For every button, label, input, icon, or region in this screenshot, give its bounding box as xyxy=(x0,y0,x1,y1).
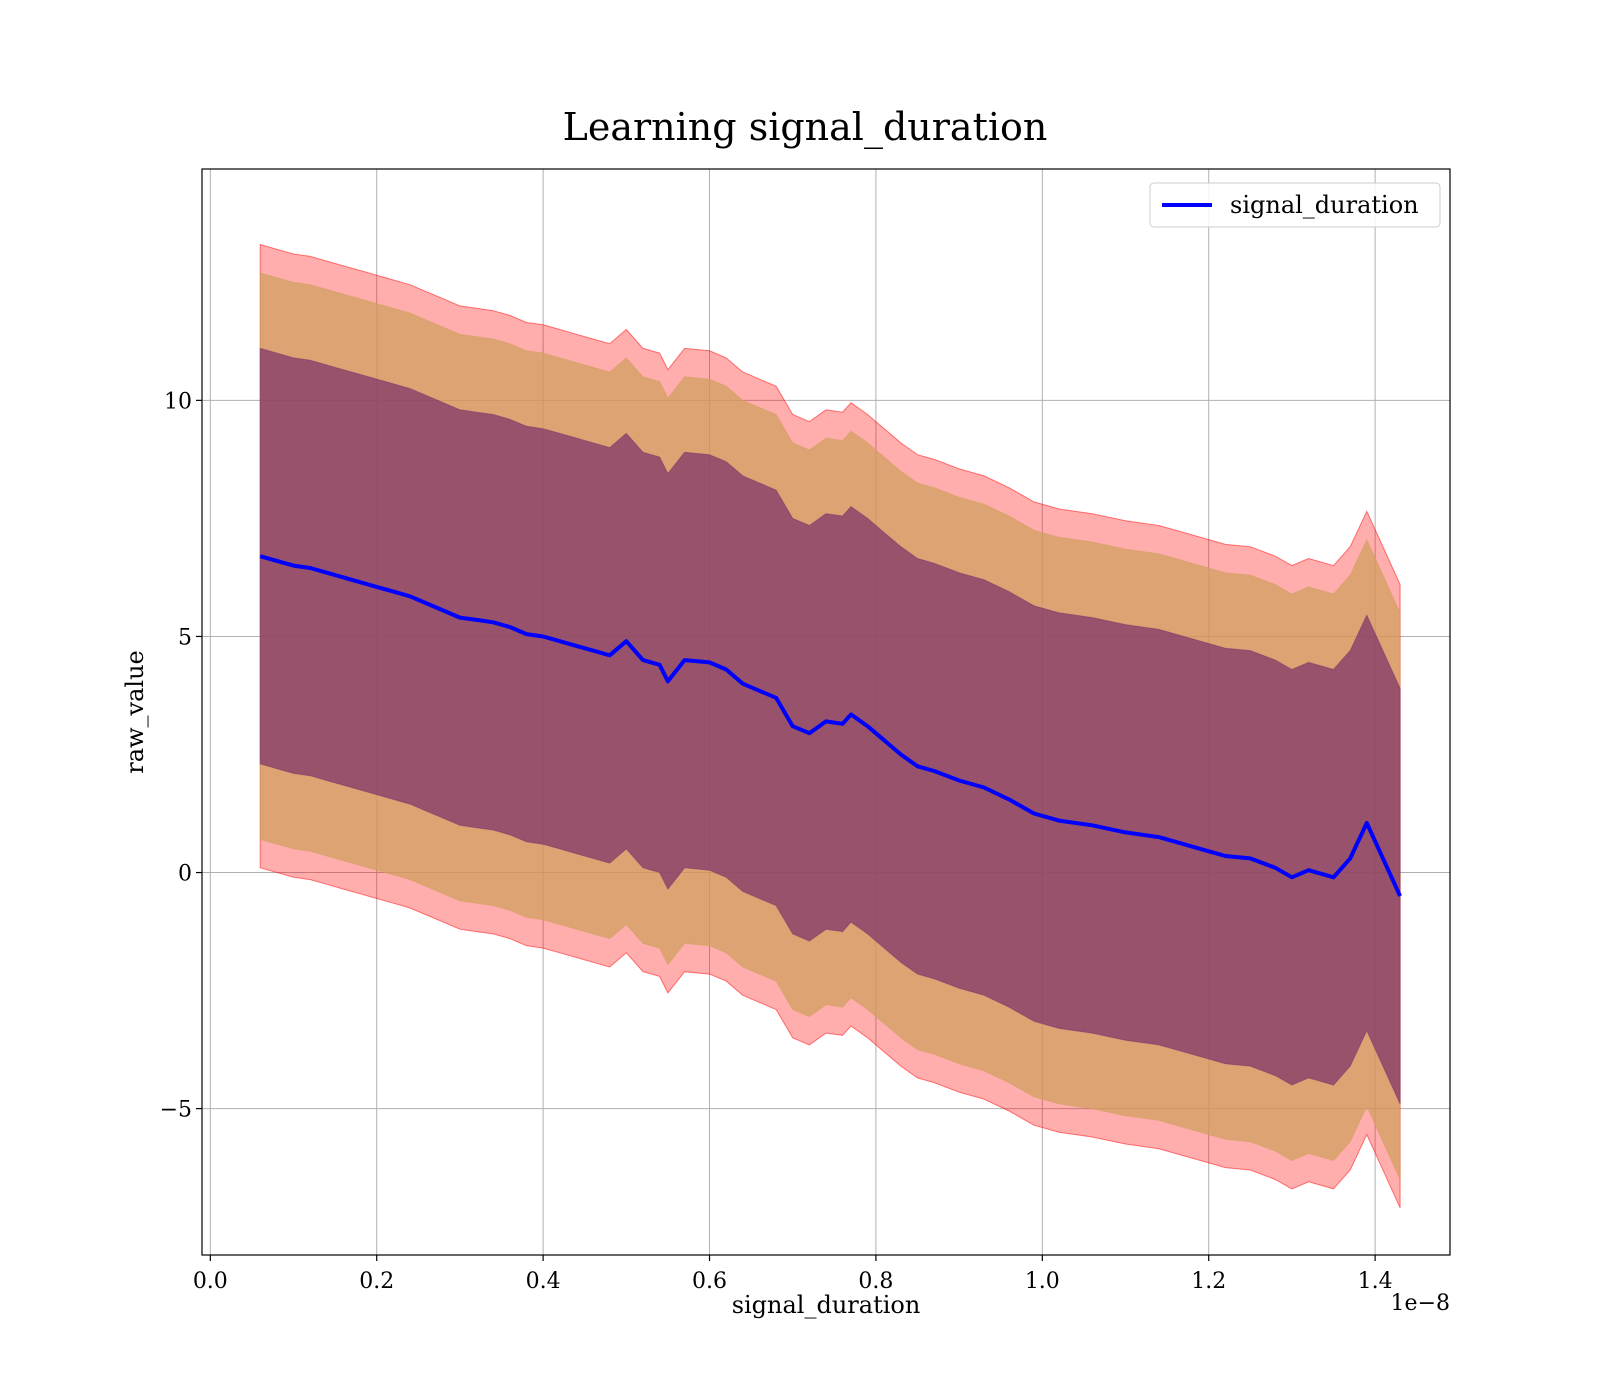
x-tick-label: 0.6 xyxy=(692,1269,727,1294)
x-tick-label: 0.2 xyxy=(359,1269,394,1294)
confidence-bands xyxy=(259,243,1401,1209)
legend-box xyxy=(1149,182,1441,228)
series-line-signal-duration xyxy=(259,554,1402,897)
x-tick-label: 1.0 xyxy=(1025,1269,1060,1294)
y-tick-label: 5 xyxy=(178,625,192,650)
y-tick-label: 0 xyxy=(178,862,192,887)
x-tick-label: 0.0 xyxy=(193,1269,228,1294)
x-tick-label: 0.4 xyxy=(526,1269,561,1294)
x-axis-label: signal_duration xyxy=(732,1291,921,1319)
legend: signal_duration xyxy=(1149,182,1441,228)
chart-title: Learning signal_duration xyxy=(563,105,1048,150)
x-tick-label: 0.8 xyxy=(858,1269,893,1294)
series-line-layer xyxy=(259,554,1402,897)
y-tick-label: 10 xyxy=(164,389,192,414)
y-tick-label: −5 xyxy=(160,1098,192,1123)
y-axis-label: raw_value xyxy=(121,650,149,774)
legend-label: signal_duration xyxy=(1230,191,1419,219)
axis-ticks: 0.0 0.2 0.4 0.6 0.8 1.0 1.2 1.4 −5 0 5 10 xyxy=(160,389,1393,1294)
plot-area-frame xyxy=(201,168,1451,1256)
inner-band xyxy=(259,347,1401,1105)
x-axis-offset-label: 1e−8 xyxy=(1391,1291,1450,1316)
x-tick-label: 1.2 xyxy=(1191,1269,1226,1294)
x-tick-label: 1.4 xyxy=(1358,1269,1393,1294)
